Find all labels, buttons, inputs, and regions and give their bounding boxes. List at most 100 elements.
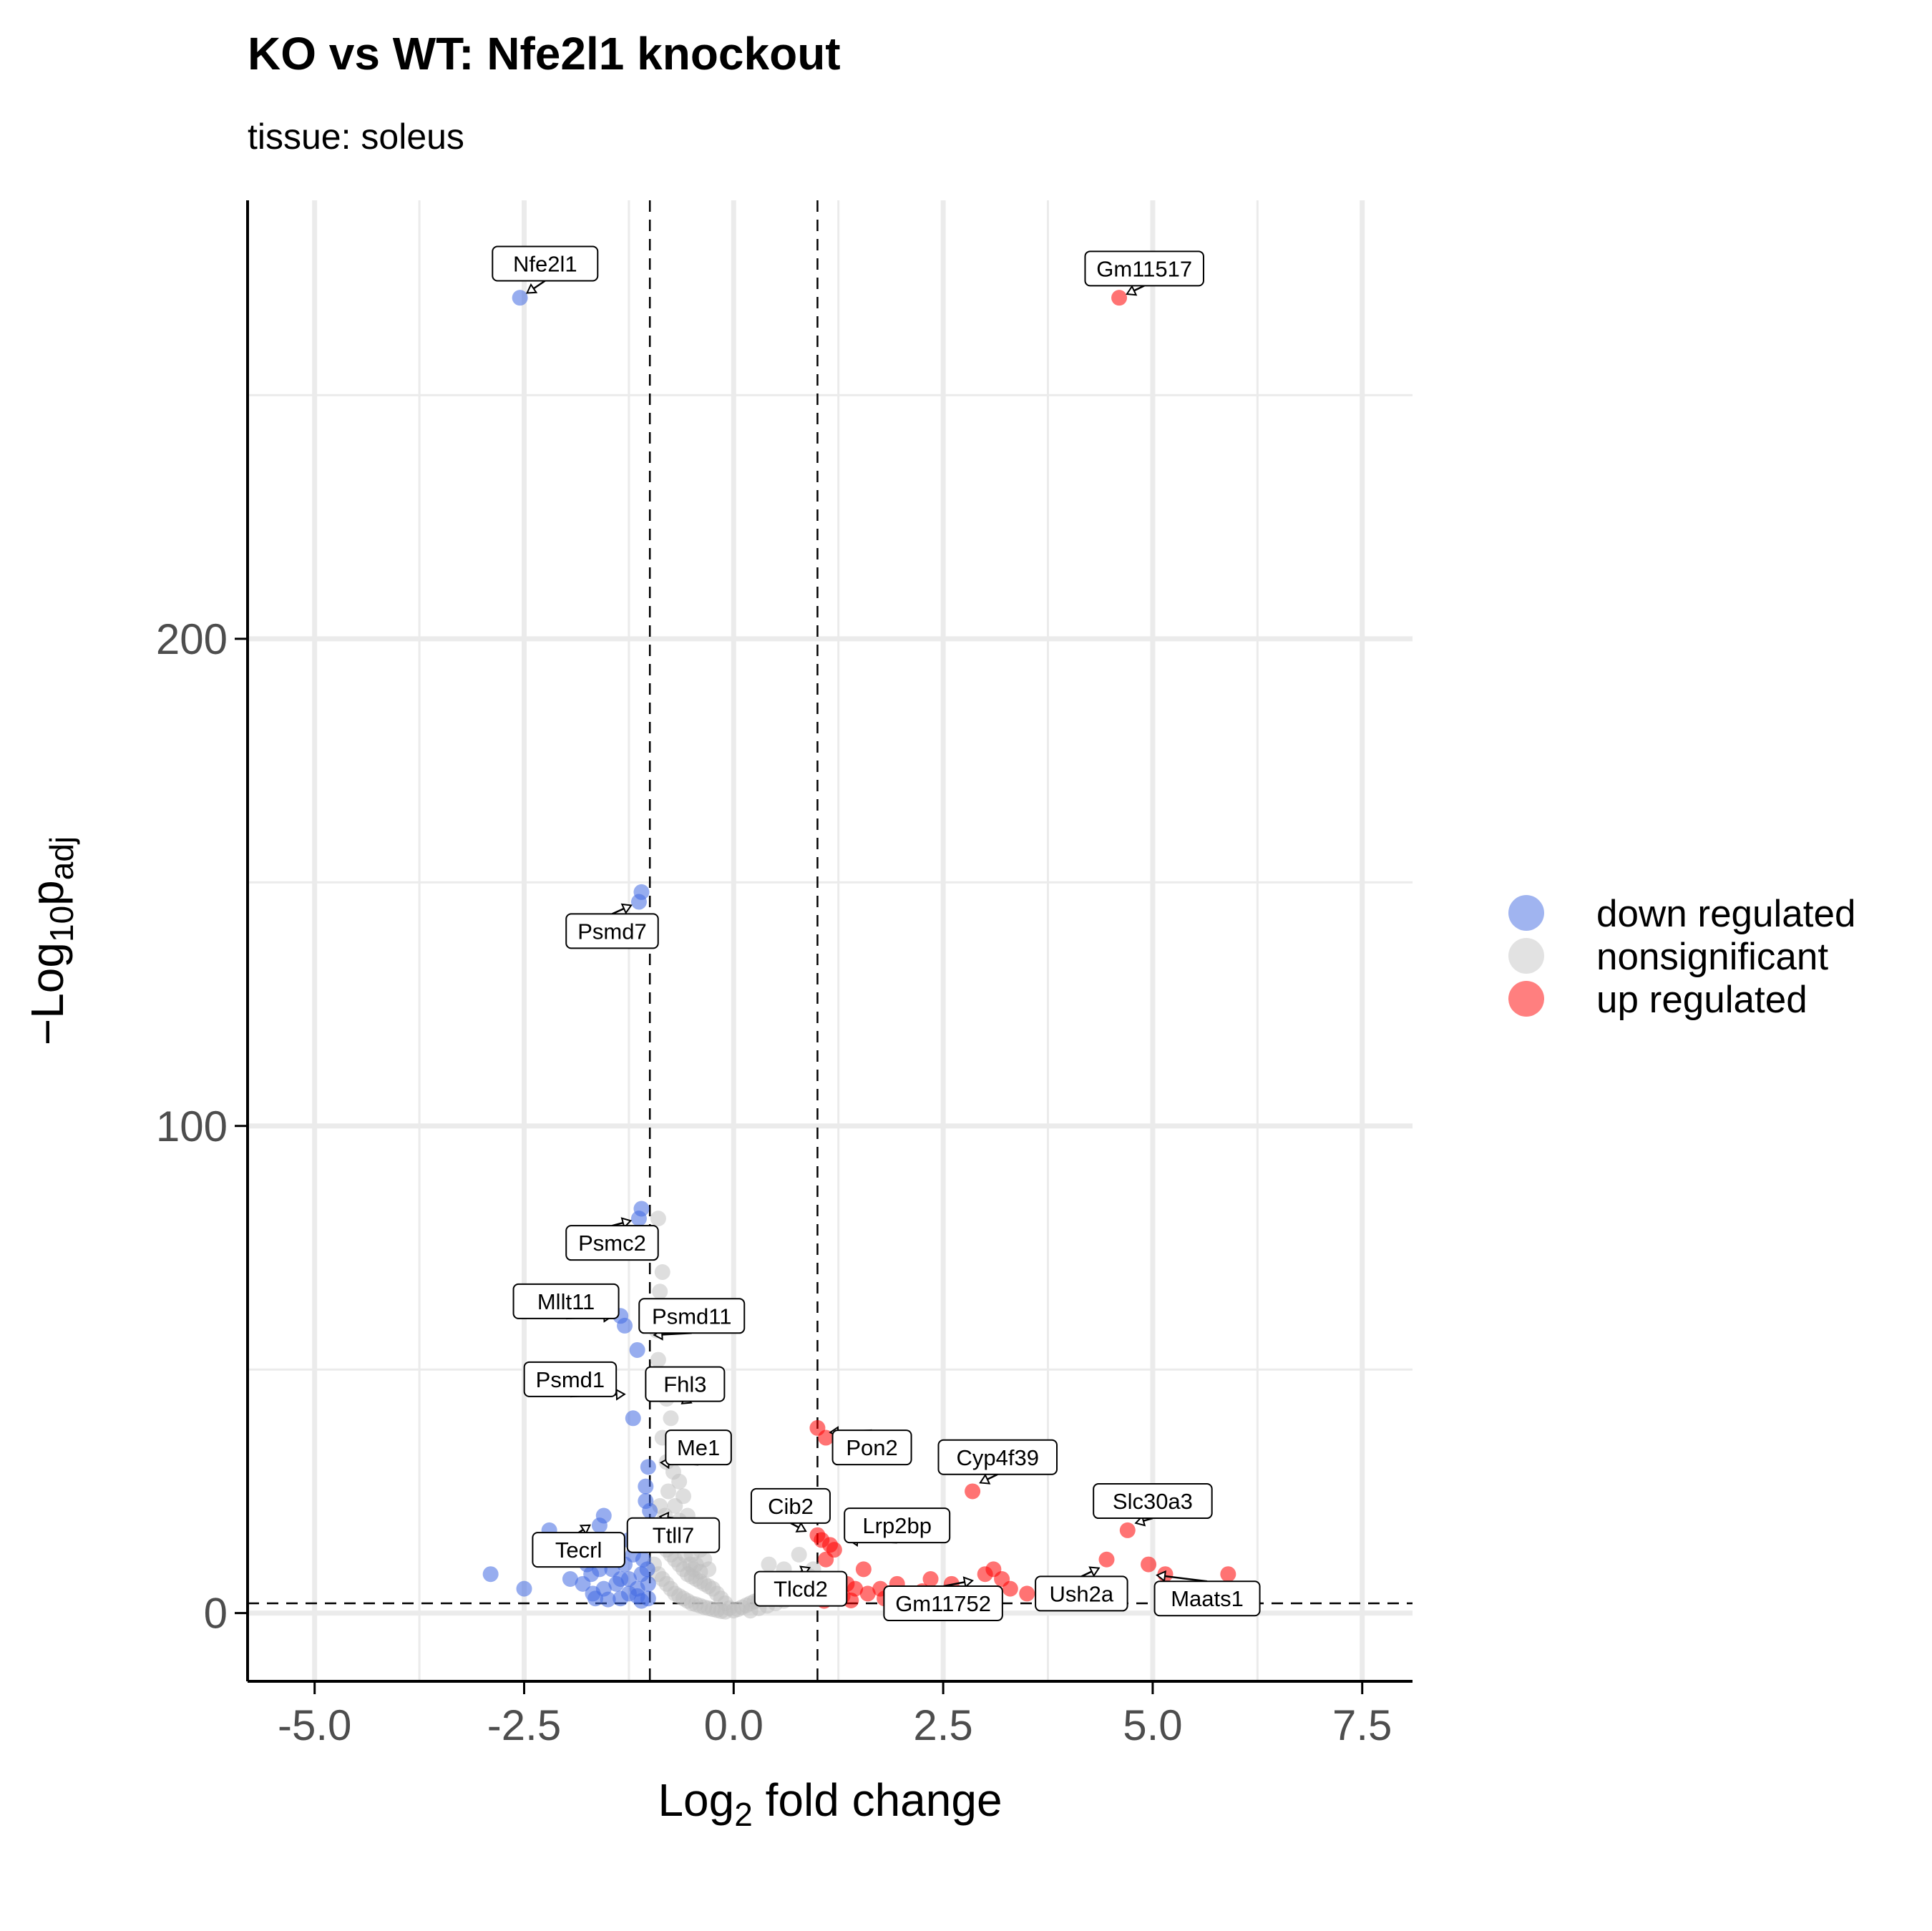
data-point-down-regulated [482,1566,499,1583]
x-tick-label: -2.5 [487,1701,561,1749]
label-box [1084,250,1204,287]
y-tick-label: 200 [156,615,228,663]
data-point-up-regulated [977,1566,993,1583]
gene-label: Tecrl [555,1538,602,1563]
label-arrow-head [795,1522,807,1532]
data-point-nonsignificant [652,1284,668,1300]
label-box [638,1298,746,1334]
legend-label-down: down regulated [1596,893,1856,935]
y-axis-title: −Log10padj [21,836,80,1045]
data-point-up-regulated [855,1561,872,1578]
legend-key-up [1508,981,1544,1017]
gene-label: Fhl3 [663,1372,706,1397]
label-box [645,1366,726,1402]
data-point-up-regulated [1098,1551,1115,1568]
data-point-nonsignificant [671,1473,688,1490]
label-box [1153,1580,1261,1617]
x-tick-label: -5.0 [278,1701,351,1749]
data-point-down-regulated [630,1211,647,1227]
label-arrow-head [1126,285,1138,296]
data-point-up-regulated [1141,1556,1157,1573]
data-point-nonsignificant [761,1556,777,1573]
label-arrow-head [525,283,538,294]
label-box [532,1532,625,1568]
data-point-nonsignificant [717,1603,733,1620]
y-tick-label: 100 [156,1103,228,1150]
gene-label: Nfe2l1 [513,252,577,277]
gene-label: Lrp2bp [862,1513,932,1538]
label-box [831,1429,912,1466]
label-box [565,913,659,949]
data-point-down-regulated [512,290,528,306]
data-point-down-regulated [562,1571,578,1588]
data-point-down-regulated [629,1588,645,1604]
gene-label: Psmd7 [577,919,646,944]
label-arrow-head [579,1524,591,1535]
label-arrow-head [1156,1570,1166,1583]
data-point-down-regulated [630,894,647,910]
data-point-up-regulated [818,1429,834,1446]
gene-label: Mllt11 [537,1289,595,1314]
label-arrow-head [620,903,633,915]
gene-label: Psmc2 [578,1231,646,1256]
data-point-up-regulated [818,1551,834,1568]
data-point-down-regulated [600,1591,616,1608]
x-tick-label: 2.5 [913,1701,972,1749]
data-point-down-regulated [585,1585,601,1602]
label-box [512,1283,620,1319]
data-point-up-regulated [1111,290,1128,306]
data-point-down-regulated [625,1410,641,1427]
gene-label: Pon2 [846,1435,897,1460]
data-point-down-regulated [617,1317,633,1334]
data-point-down-regulated [640,1459,656,1475]
gene-label: Gm11752 [895,1591,991,1616]
data-point-down-regulated [638,1478,654,1495]
gene-label: Cib2 [768,1494,814,1519]
data-point-down-regulated [591,1517,608,1534]
gene-label: Slc30a3 [1113,1489,1193,1514]
data-point-nonsignificant [791,1546,807,1563]
data-point-nonsignificant [654,1264,670,1281]
axes: -5.0 -2.5 0.0 2.5 5.0 7.5 0 100 200 Log2 fold cha… [21,200,1413,1833]
gene-label: Gm11517 [1096,256,1192,281]
label-box [750,1487,831,1524]
gene-label: Psmd1 [536,1367,605,1392]
data-point-down-regulated [613,1590,629,1607]
label-box [1093,1483,1213,1520]
gene-label: Psmd11 [652,1304,731,1329]
label-box [665,1429,732,1466]
label-box [753,1570,848,1607]
label-box [523,1361,618,1397]
chart-subtitle: tissue: soleus [248,117,464,157]
chart-title: KO vs WT: Nfe2l1 knockout [248,28,841,79]
data-point-down-regulated [575,1575,591,1592]
x-tick-label: 5.0 [1123,1701,1182,1749]
label-box [626,1517,721,1553]
label-box [844,1507,951,1544]
label-box [492,245,599,282]
label-box [565,1225,659,1261]
data-point-down-regulated [639,1561,655,1578]
gene-labels: Nfe2l1 Gm11517 Psmd7 Psmc2 Mllt11 Psmd11 Psmd1… [492,245,1261,1622]
data-point-up-regulated [1119,1522,1136,1538]
gene-label: Tlcd2 [774,1577,828,1602]
data-point-up-regulated [1002,1580,1018,1597]
data-point-up-regulated [1019,1585,1035,1602]
grid [248,200,1413,1681]
label-box [1035,1575,1128,1612]
gene-label: Me1 [677,1435,720,1460]
label-box [883,1585,1003,1622]
x-tick-label: 7.5 [1332,1701,1392,1749]
legend-key-down [1508,895,1544,931]
gene-label: Ttll7 [653,1523,695,1548]
data-point-down-regulated [608,1575,625,1592]
data-point-nonsignificant [650,1211,666,1227]
data-point-down-regulated [642,1502,658,1519]
data-point-nonsignificant [667,1497,683,1514]
label-arrow-head [962,1576,974,1588]
data-point-nonsignificant [650,1351,666,1368]
legend-label-nonsignificant: nonsignificant [1596,936,1829,978]
y-tick-label: 0 [204,1590,228,1638]
legend-key-nonsignificant [1508,938,1544,974]
